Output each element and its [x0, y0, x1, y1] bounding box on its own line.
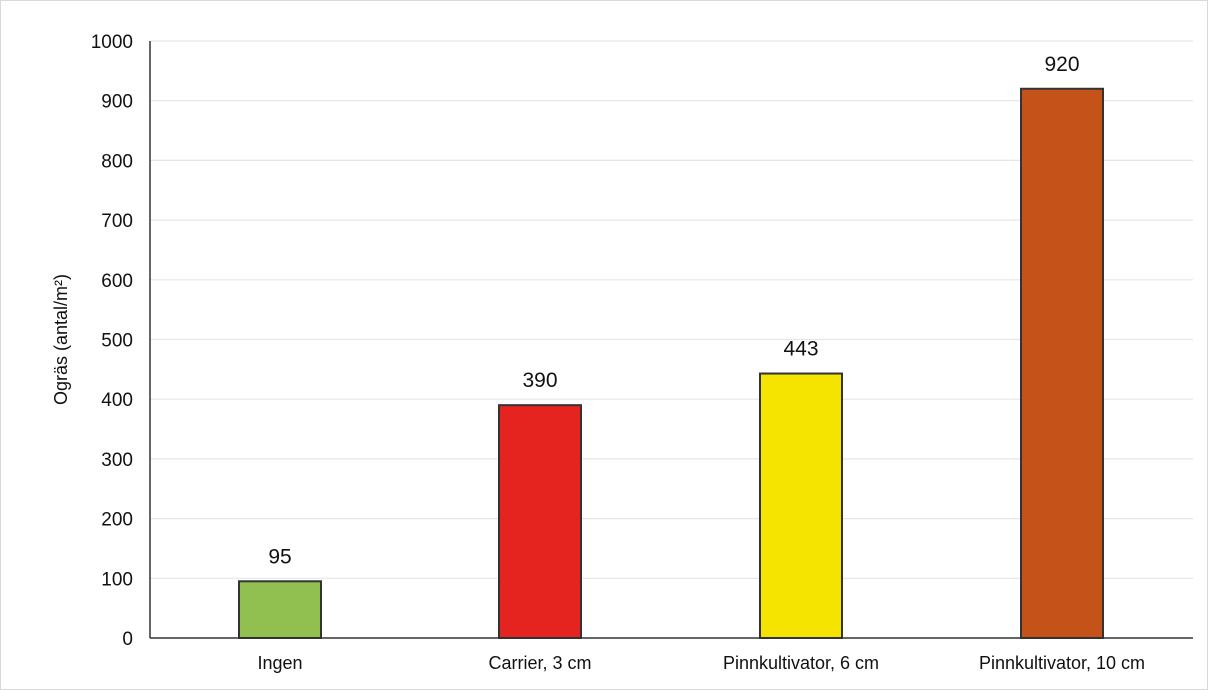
- x-tick-label: Pinnkultivator, 6 cm: [723, 653, 879, 673]
- x-tick-label: Ingen: [257, 653, 302, 673]
- bar: [759, 372, 843, 639]
- y-tick-label: 1000: [91, 32, 133, 53]
- y-axis-title: Ogräs (antal/m²): [51, 274, 71, 405]
- data-label: 95: [268, 545, 291, 568]
- bar: [498, 404, 582, 640]
- y-tick-label: 800: [101, 151, 133, 172]
- data-labels: 95 390 443 920: [268, 53, 1079, 569]
- x-tick-labels: Ingen Carrier, 3 cm Pinnkultivator, 6 cm Pi…: [257, 653, 1145, 673]
- data-label: 443: [783, 338, 818, 361]
- y-tick-labels: 0 100 200 300 400 500 600 700 800 900 1000: [91, 32, 133, 650]
- y-tick-label: 600: [101, 271, 133, 292]
- y-tick-label: 500: [101, 331, 133, 352]
- bars: [238, 87, 1104, 640]
- x-tick-label: Carrier, 3 cm: [488, 653, 591, 673]
- data-label: 920: [1044, 53, 1079, 76]
- y-tick-label: 700: [101, 211, 133, 232]
- data-label: 390: [522, 369, 557, 392]
- bar: [1020, 87, 1104, 639]
- y-tick-label: 400: [101, 390, 133, 411]
- y-tick-label: 300: [101, 450, 133, 471]
- bar: [238, 580, 322, 639]
- x-tick-label: Pinnkultivator, 10 cm: [979, 653, 1145, 673]
- y-tick-label: 200: [101, 510, 133, 531]
- gridlines: [150, 40, 1193, 579]
- y-tick-label: 900: [101, 92, 133, 113]
- axes: [149, 41, 1193, 639]
- y-tick-label: 0: [122, 629, 133, 650]
- y-tick-label: 100: [101, 569, 133, 590]
